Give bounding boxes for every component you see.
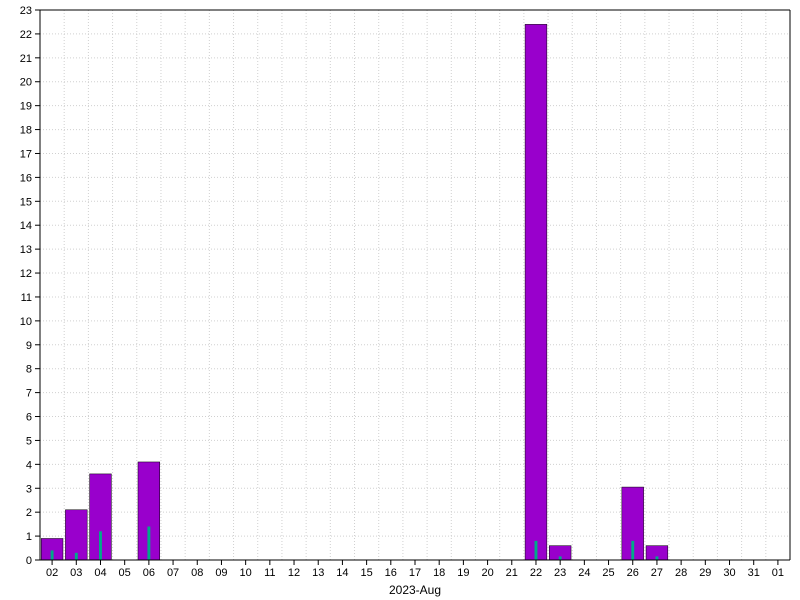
x-tick-label: 15 [360,567,372,579]
y-tick-label: 16 [20,172,32,184]
bar-secondary [99,531,102,560]
x-tick-label: 24 [578,567,590,579]
y-tick-label: 21 [20,53,32,65]
x-tick-label: 30 [723,567,735,579]
y-tick-label: 13 [20,244,32,256]
y-tick-label: 1 [26,531,32,543]
x-axis-title: 2023-Aug [389,583,441,597]
y-tick-label: 11 [21,292,32,304]
x-tick-label: 04 [94,567,106,579]
x-tick-label: 21 [506,567,518,579]
y-tick-label: 4 [26,459,32,471]
y-tick-label: 19 [20,101,32,113]
y-tick-label: 9 [26,340,32,352]
chart-background [0,0,800,600]
bar-secondary [655,556,658,560]
x-tick-label: 03 [70,567,82,579]
x-tick-label: 16 [385,567,397,579]
bar-secondary [75,553,78,560]
y-tick-label: 2 [26,507,32,519]
x-tick-label: 10 [240,567,252,579]
bar-primary [65,510,87,560]
x-tick-label: 07 [167,567,179,579]
y-tick-label: 14 [20,220,32,232]
y-tick-label: 12 [20,268,32,280]
x-tick-label: 26 [627,567,639,579]
y-tick-label: 5 [26,435,32,447]
x-tick-label: 18 [433,567,445,579]
y-tick-label: 8 [26,364,32,376]
bar-secondary [147,527,150,560]
bar-chart: 0123456789101112131415161718192021222302… [0,0,800,600]
y-tick-label: 22 [20,29,32,41]
x-tick-label: 05 [119,567,131,579]
y-tick-label: 20 [20,77,32,89]
x-tick-label: 17 [409,567,421,579]
y-tick-label: 15 [20,196,32,208]
x-tick-label: 01 [772,567,784,579]
x-tick-label: 13 [312,567,324,579]
y-tick-label: 3 [26,483,32,495]
x-tick-label: 27 [651,567,663,579]
y-tick-label: 10 [20,316,32,328]
y-tick-label: 18 [20,125,32,137]
x-tick-label: 12 [288,567,300,579]
x-tick-label: 22 [530,567,542,579]
x-tick-label: 02 [46,567,58,579]
x-tick-label: 14 [336,567,348,579]
bar-secondary [559,556,562,560]
y-tick-label: 6 [26,412,32,424]
x-tick-label: 09 [215,567,227,579]
x-tick-label: 08 [191,567,203,579]
x-tick-label: 29 [699,567,711,579]
x-tick-label: 28 [675,567,687,579]
y-tick-label: 7 [26,388,32,400]
x-tick-label: 20 [481,567,493,579]
y-tick-label: 23 [20,5,32,17]
x-tick-label: 06 [143,567,155,579]
x-tick-label: 25 [602,567,614,579]
y-tick-label: 0 [26,555,32,567]
x-tick-label: 31 [748,567,760,579]
y-tick-label: 17 [20,148,32,160]
x-tick-label: 19 [457,567,469,579]
bar-secondary [535,541,538,560]
x-tick-label: 23 [554,567,566,579]
x-tick-label: 11 [264,567,275,579]
bar-secondary [51,550,54,560]
bar-primary [525,24,547,560]
bar-secondary [631,541,634,560]
